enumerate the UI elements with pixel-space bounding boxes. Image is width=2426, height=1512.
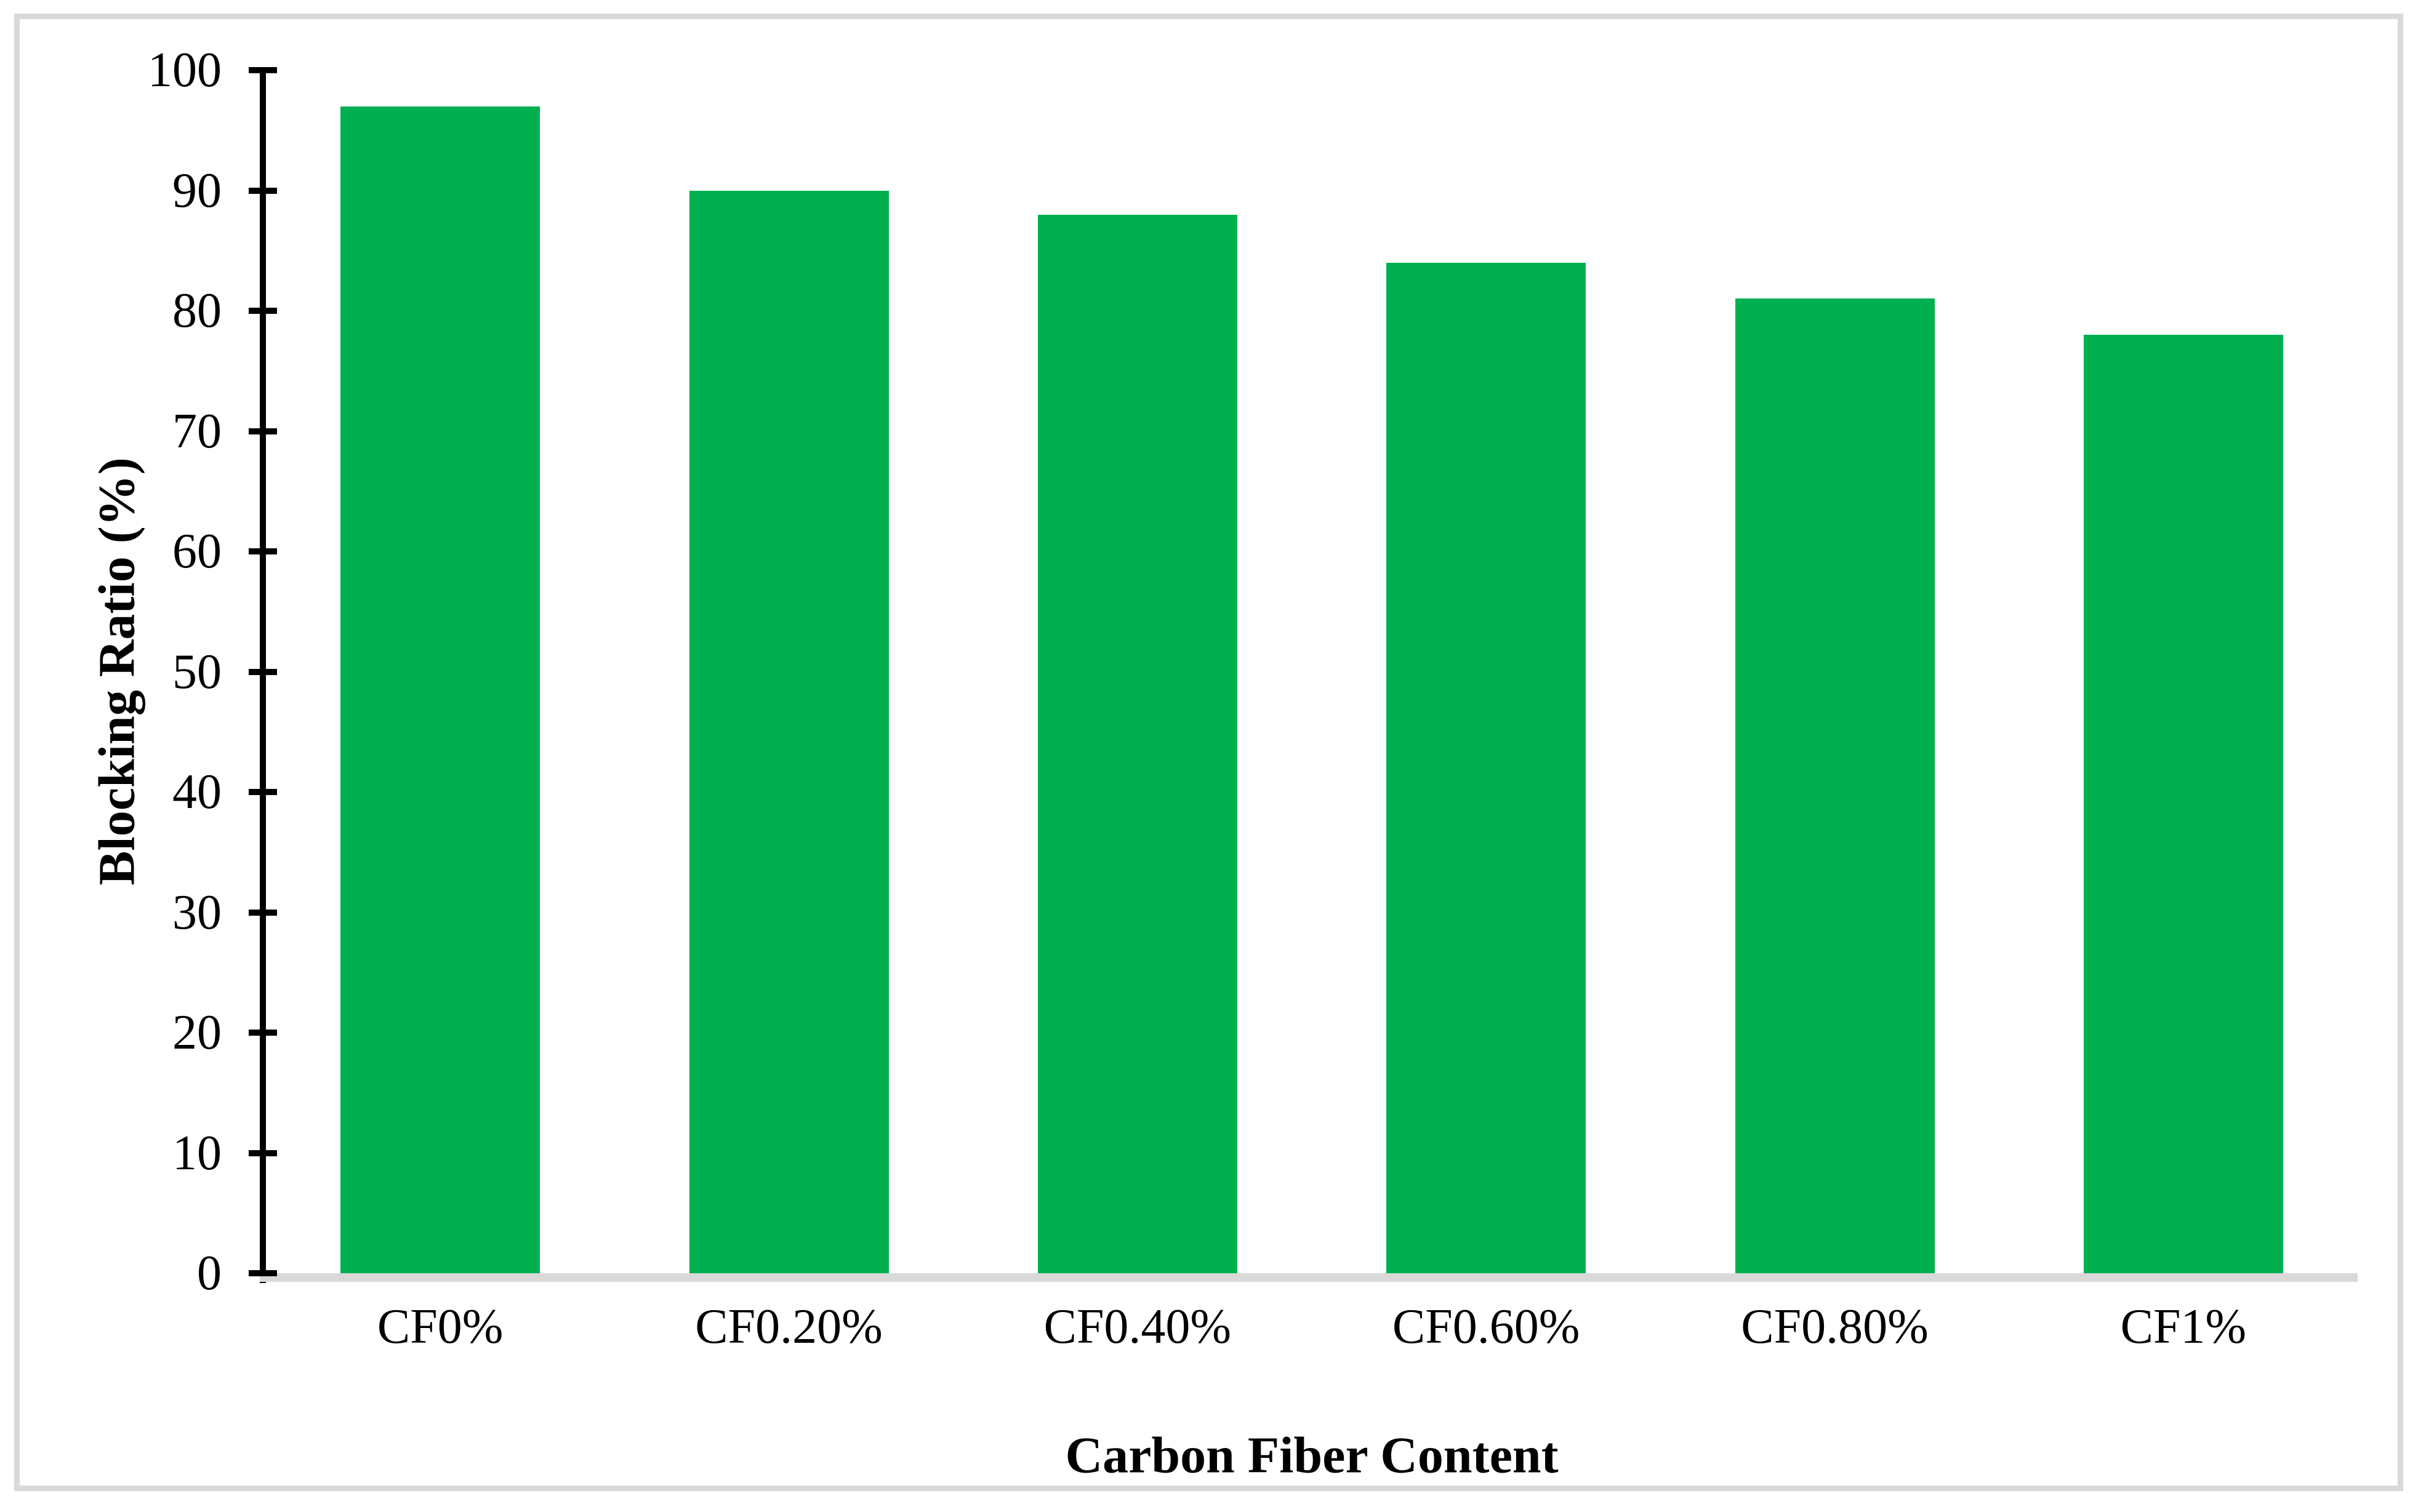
y-axis-tick: [249, 67, 277, 73]
y-axis-tick: [249, 909, 277, 916]
y-tick-label: 70: [172, 404, 222, 458]
y-tick-label: 0: [197, 1246, 222, 1300]
y-tick-label: 60: [172, 524, 222, 578]
x-category-label: CF0.60%: [1392, 1300, 1580, 1354]
x-axis-title: Carbon Fiber Content: [1065, 1426, 1559, 1484]
bar-CF1%: [2083, 335, 2283, 1273]
y-tick-label: 100: [148, 43, 222, 97]
y-tick-label: 20: [172, 1006, 222, 1060]
y-tick-label: 40: [172, 765, 222, 819]
y-axis-tick: [249, 789, 277, 795]
y-axis-tick: [249, 187, 277, 194]
y-axis-tick: [249, 428, 277, 434]
bar-CF0%: [340, 106, 540, 1273]
y-axis-line: [260, 67, 266, 1283]
y-axis-tick: [249, 308, 277, 314]
x-axis-line: [260, 1273, 2358, 1282]
y-tick-label: 90: [172, 163, 222, 218]
bar-CF0.20%: [689, 190, 889, 1273]
x-category-label: CF0.20%: [695, 1300, 883, 1354]
y-axis-tick: [249, 668, 277, 675]
y-axis-tick: [249, 1150, 277, 1156]
bar-CF0.60%: [1386, 262, 1586, 1273]
x-category-label: CF1%: [2120, 1300, 2247, 1354]
y-tick-label: 80: [172, 284, 222, 338]
y-axis-tick: [249, 548, 277, 554]
x-category-label: CF0.40%: [1043, 1300, 1232, 1354]
y-axis-tick: [249, 1270, 277, 1276]
bar-CF0.40%: [1037, 214, 1237, 1273]
x-category-label: CF0%: [377, 1300, 504, 1354]
chart-frame: [14, 14, 2403, 1491]
y-tick-label: 50: [172, 644, 222, 699]
y-tick-label: 30: [172, 885, 222, 940]
y-axis-tick: [249, 1030, 277, 1036]
x-category-label: CF0.80%: [1741, 1300, 1929, 1354]
y-tick-label: 10: [172, 1126, 222, 1180]
bar-CF0.80%: [1735, 298, 1935, 1273]
